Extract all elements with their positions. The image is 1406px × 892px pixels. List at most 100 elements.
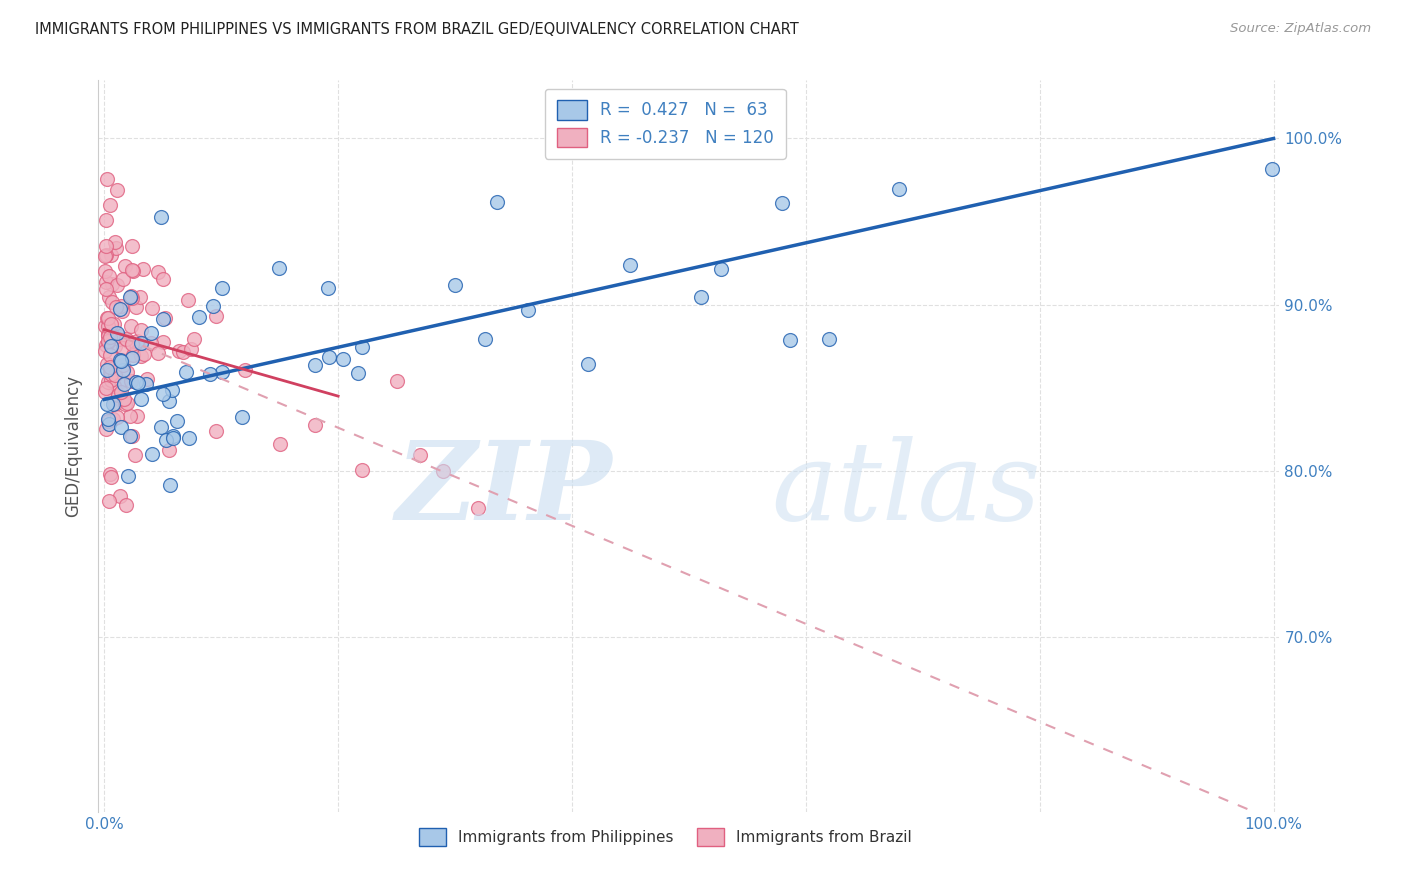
Point xyxy=(517,302,540,317)
Point xyxy=(211,280,233,294)
Point xyxy=(124,375,146,389)
Point xyxy=(350,340,373,354)
Point xyxy=(111,353,134,368)
Point xyxy=(110,384,132,399)
Point xyxy=(129,336,152,351)
Point xyxy=(127,334,149,349)
Point xyxy=(779,333,801,347)
Point xyxy=(150,211,173,225)
Point xyxy=(94,422,117,436)
Point xyxy=(94,385,117,400)
Point xyxy=(115,396,138,410)
Point xyxy=(98,198,121,212)
Point xyxy=(103,396,125,410)
Point xyxy=(129,323,152,337)
Point xyxy=(117,469,139,483)
Point xyxy=(98,359,121,374)
Point xyxy=(96,412,118,426)
Point xyxy=(117,334,139,348)
Point xyxy=(112,341,135,355)
Point xyxy=(94,282,117,296)
Point xyxy=(104,339,127,353)
Point xyxy=(111,363,134,377)
Point xyxy=(110,302,132,317)
Point xyxy=(120,409,142,423)
Point xyxy=(94,275,117,289)
Point xyxy=(98,290,121,304)
Text: Source: ZipAtlas.com: Source: ZipAtlas.com xyxy=(1230,22,1371,36)
Point xyxy=(94,343,117,358)
Point xyxy=(97,318,120,333)
Point xyxy=(115,365,138,379)
Point xyxy=(100,368,122,382)
Point xyxy=(136,372,159,386)
Point xyxy=(121,337,143,351)
Point xyxy=(141,447,163,461)
Point xyxy=(112,358,135,372)
Point xyxy=(110,489,132,503)
Point xyxy=(96,358,118,372)
Point xyxy=(121,351,143,366)
Point xyxy=(110,299,132,313)
Point xyxy=(101,328,124,343)
Point xyxy=(152,271,174,285)
Point xyxy=(127,409,149,423)
Point xyxy=(148,265,170,279)
Point xyxy=(318,350,340,364)
Point xyxy=(105,326,128,341)
Point xyxy=(205,309,228,323)
Point xyxy=(97,375,120,389)
Point xyxy=(304,358,326,372)
Point xyxy=(121,263,143,277)
Point xyxy=(103,379,125,393)
Point xyxy=(201,299,224,313)
Text: IMMIGRANTS FROM PHILIPPINES VS IMMIGRANTS FROM BRAZIL GED/EQUIVALENCY CORRELATIO: IMMIGRANTS FROM PHILIPPINES VS IMMIGRANT… xyxy=(35,22,799,37)
Point xyxy=(101,411,124,425)
Point xyxy=(107,387,129,401)
Point xyxy=(114,396,136,410)
Point xyxy=(110,420,132,434)
Point xyxy=(112,376,135,391)
Point xyxy=(98,330,121,344)
Point xyxy=(96,381,118,395)
Point xyxy=(120,289,142,303)
Point xyxy=(98,365,121,379)
Point xyxy=(121,319,143,334)
Legend: Immigrants from Philippines, Immigrants from Brazil: Immigrants from Philippines, Immigrants … xyxy=(409,820,921,855)
Point xyxy=(204,424,226,438)
Point xyxy=(104,397,127,411)
Text: atlas: atlas xyxy=(772,436,1042,543)
Point xyxy=(94,248,117,262)
Point xyxy=(97,329,120,343)
Point xyxy=(94,319,117,334)
Point xyxy=(135,376,157,391)
Point xyxy=(1261,162,1284,177)
Point xyxy=(103,317,125,331)
Point xyxy=(818,332,841,346)
Point xyxy=(474,332,496,346)
Point xyxy=(97,328,120,343)
Point xyxy=(409,448,432,462)
Point xyxy=(166,414,188,428)
Point xyxy=(96,397,118,411)
Point xyxy=(332,351,354,366)
Point xyxy=(121,428,143,442)
Point xyxy=(98,494,121,508)
Point xyxy=(157,443,180,458)
Point xyxy=(96,363,118,377)
Point xyxy=(104,300,127,314)
Point xyxy=(98,467,121,481)
Point xyxy=(139,326,162,341)
Point xyxy=(139,336,162,351)
Point xyxy=(94,249,117,263)
Point xyxy=(183,332,205,346)
Point xyxy=(100,317,122,331)
Point xyxy=(467,500,489,515)
Point xyxy=(180,343,202,357)
Point xyxy=(269,437,291,451)
Point xyxy=(619,258,641,272)
Point xyxy=(94,212,117,227)
Point xyxy=(108,332,131,346)
Point xyxy=(304,417,326,432)
Point xyxy=(100,373,122,387)
